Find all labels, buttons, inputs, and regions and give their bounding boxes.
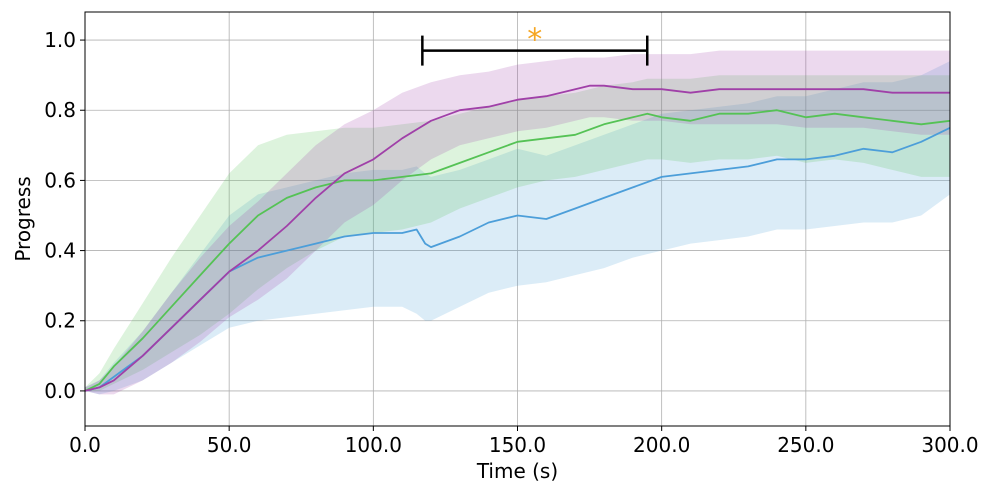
x-tick-label: 300.0 <box>921 433 978 457</box>
x-tick-label: 200.0 <box>633 433 690 457</box>
y-tick-label: 0.8 <box>44 98 76 122</box>
series-3-line <box>84 84 950 392</box>
series-lines <box>84 84 951 392</box>
x-tick-label: 50.0 <box>207 433 252 457</box>
x-tick-label: 150.0 <box>489 433 546 457</box>
y-tick-label: 0.6 <box>44 168 76 192</box>
x-tick-label: 100.0 <box>345 433 402 457</box>
grid <box>84 12 951 426</box>
y-tick-label: 0.2 <box>44 309 76 333</box>
y-axis-label: Progress <box>11 176 35 261</box>
ticks: 0.0 50.0 100.0 150.0 200.0 250.0 300.0 0.0 0.2 0.… <box>44 28 978 457</box>
series-2-line <box>84 109 951 392</box>
annotations: * <box>421 23 649 66</box>
significance-star: * <box>527 23 542 58</box>
y-tick-label: 1.0 <box>44 28 76 52</box>
y-tick-label: 0.4 <box>44 239 76 263</box>
x-tick-label: 250.0 <box>777 433 834 457</box>
series-1-band <box>85 61 950 395</box>
x-tick-label: 0.0 <box>69 433 101 457</box>
series-3-band <box>85 50 950 395</box>
series-2-band <box>85 75 950 391</box>
x-axis-label: Time (s) <box>476 459 558 483</box>
confidence-bands <box>85 50 950 395</box>
y-tick-label: 0.0 <box>44 379 76 403</box>
